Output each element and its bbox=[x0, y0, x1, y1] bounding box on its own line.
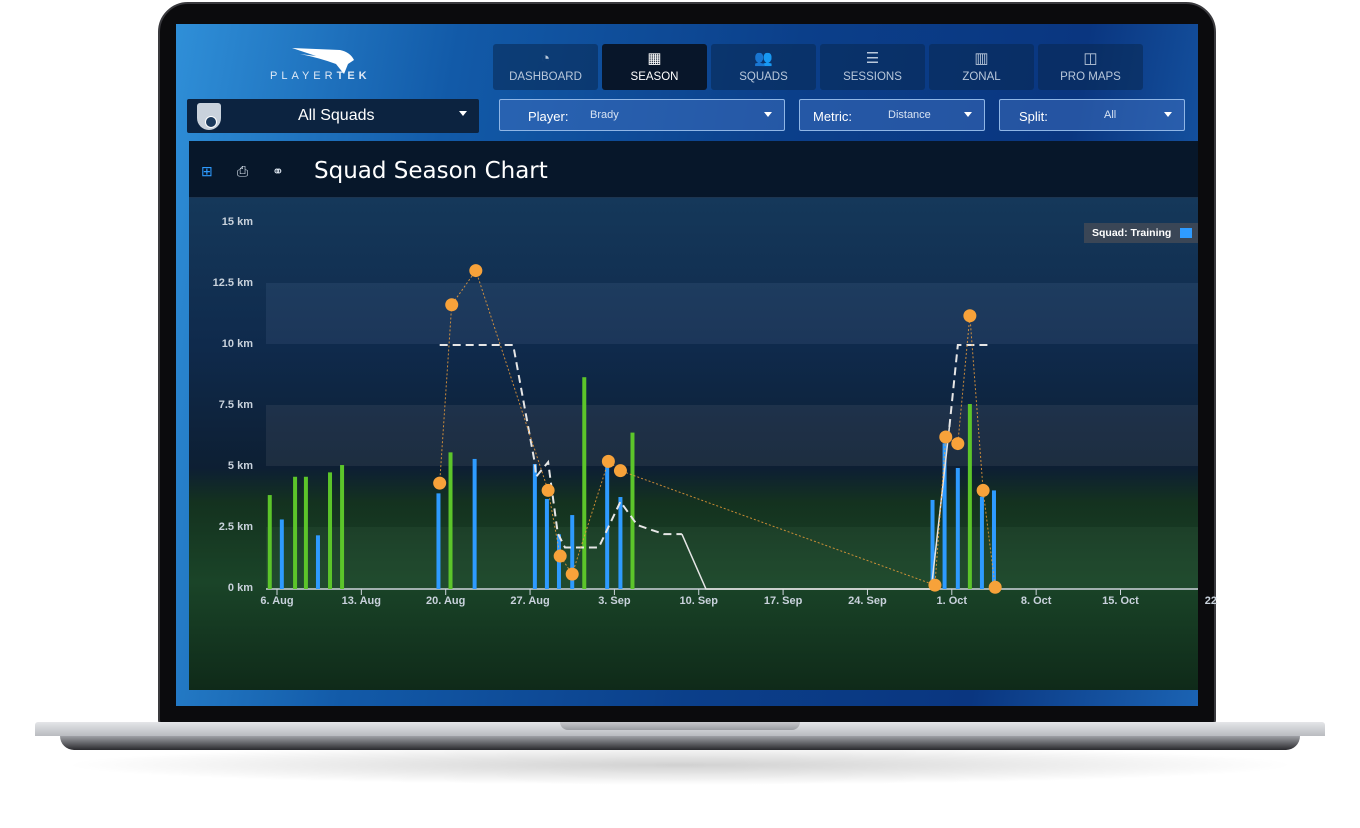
metric-dropdown[interactable]: Metric: Distance bbox=[799, 99, 985, 131]
x-tick-label: 13. Aug bbox=[341, 595, 381, 607]
brand-name: PLAYERTEK bbox=[270, 70, 371, 82]
y-tick-label: 7.5 km bbox=[218, 399, 253, 411]
bar-chart-icon: ▥ bbox=[974, 50, 989, 67]
gauge-icon: ◔ bbox=[540, 50, 551, 67]
playertek-logo bbox=[292, 48, 354, 74]
y-tick-label: 15 km bbox=[221, 216, 253, 228]
tab-label: DASHBOARD bbox=[509, 71, 582, 83]
tab-season[interactable]: ▦ SEASON bbox=[602, 44, 707, 90]
tab-dashboard[interactable]: ◔ DASHBOARD bbox=[493, 44, 598, 90]
tab-label: PRO MAPS bbox=[1060, 71, 1121, 83]
tab-label: SEASON bbox=[630, 71, 679, 83]
chart-legend[interactable]: Squad: Training bbox=[1084, 223, 1198, 243]
x-tick-label: 20. Aug bbox=[426, 595, 466, 607]
chart-band bbox=[266, 283, 1198, 344]
metric-value: Distance bbox=[888, 109, 931, 121]
chevron-down-icon bbox=[1164, 112, 1172, 117]
laptop-base-bottom bbox=[60, 736, 1300, 750]
legend-label: Squad: Training bbox=[1092, 227, 1172, 239]
x-tick-label: 24. Sep bbox=[848, 595, 887, 607]
squad-selector[interactable]: All Squads bbox=[187, 99, 479, 133]
x-tick-label: 22 bbox=[1204, 595, 1217, 607]
tab-label: ZONAL bbox=[962, 71, 1001, 83]
player-dropdown[interactable]: Player: Brady bbox=[499, 99, 785, 131]
x-tick-label: 15. Oct bbox=[1102, 595, 1139, 607]
chart-area bbox=[189, 198, 1198, 690]
chart-band bbox=[266, 405, 1198, 466]
tab-squads[interactable]: 👥 SQUADS bbox=[711, 44, 816, 90]
users-icon: 👥 bbox=[754, 50, 773, 67]
x-tick-label: 10. Sep bbox=[679, 595, 719, 607]
x-tick-label: 27. Aug bbox=[510, 595, 550, 607]
tab-label: SESSIONS bbox=[843, 71, 902, 83]
chevron-down-icon bbox=[964, 112, 972, 117]
medical-kit-icon[interactable]: ⊞ bbox=[201, 163, 213, 179]
laptop-notch bbox=[560, 722, 800, 730]
split-value: All bbox=[1104, 109, 1117, 121]
player-value: Brady bbox=[590, 109, 619, 121]
y-tick-label: 2.5 km bbox=[218, 521, 253, 533]
squad-value: All Squads bbox=[298, 107, 375, 124]
columns-icon: ◫ bbox=[1083, 50, 1098, 67]
pdf-export-icon[interactable]: ⎙ bbox=[237, 163, 249, 179]
list-icon: ☰ bbox=[865, 50, 880, 67]
x-tick-label: 3. Sep bbox=[598, 595, 631, 607]
chart-band bbox=[266, 527, 1198, 588]
squad-shield-icon bbox=[197, 103, 221, 130]
split-dropdown[interactable]: Split: All bbox=[999, 99, 1185, 131]
metric-label: Metric: bbox=[813, 109, 852, 124]
chevron-down-icon bbox=[459, 111, 467, 116]
tab-label: SQUADS bbox=[739, 71, 788, 83]
x-tick-label: 8. Oct bbox=[1020, 595, 1052, 607]
page-title: Squad Season Chart bbox=[314, 158, 548, 184]
tab-pro-maps[interactable]: ◫ PRO MAPS bbox=[1038, 44, 1143, 90]
link-icon[interactable]: ⚭ bbox=[272, 163, 284, 179]
legend-swatch bbox=[1180, 228, 1192, 238]
y-tick-label: 10 km bbox=[221, 338, 253, 350]
y-tick-label: 0 km bbox=[227, 582, 253, 594]
chevron-down-icon bbox=[764, 112, 772, 117]
laptop-shadow bbox=[60, 745, 1300, 785]
calendar-icon: ▦ bbox=[647, 50, 662, 67]
x-tick-label: 1. Oct bbox=[936, 595, 968, 607]
x-tick-label: 6. Aug bbox=[260, 595, 294, 607]
player-label: Player: bbox=[528, 109, 569, 124]
x-tick-label: 17. Sep bbox=[763, 595, 803, 607]
tab-sessions[interactable]: ☰ SESSIONS bbox=[820, 44, 925, 90]
chart-panel-header: ⊞ ⎙ ⚭ Squad Season Chart bbox=[189, 141, 1198, 198]
brand-right: TEK bbox=[336, 70, 371, 82]
brand-left: PLAYER bbox=[270, 70, 337, 82]
y-tick-label: 12.5 km bbox=[212, 277, 253, 289]
split-label: Split: bbox=[1019, 109, 1048, 124]
tab-zonal[interactable]: ▥ ZONAL bbox=[929, 44, 1034, 90]
y-tick-label: 5 km bbox=[227, 460, 253, 472]
